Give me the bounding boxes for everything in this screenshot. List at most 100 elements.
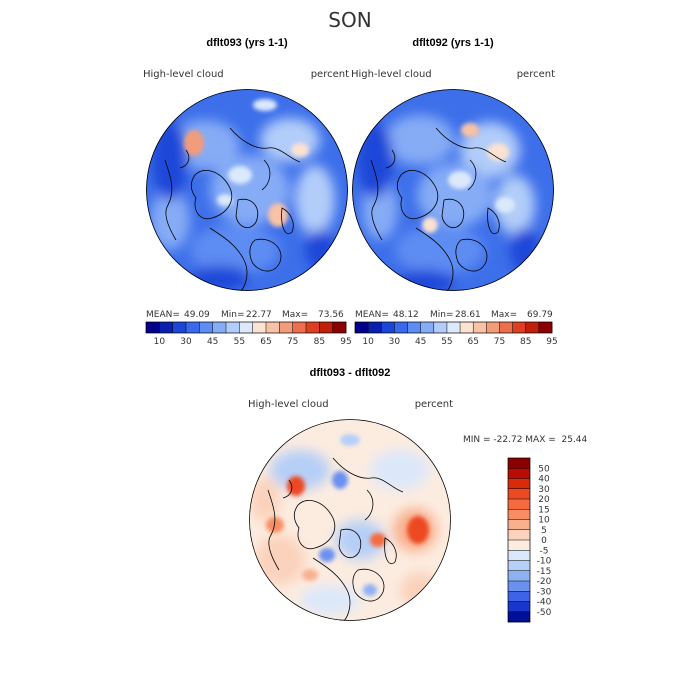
colorbar-swatch bbox=[279, 322, 293, 333]
colorbar-swatch bbox=[394, 322, 408, 333]
panel-1-min-value: 22.77 bbox=[246, 310, 272, 320]
colorbar-swatch bbox=[368, 322, 382, 333]
colorbar-swatch bbox=[508, 560, 530, 572]
colorbar-tick-label: 50 bbox=[538, 464, 550, 474]
panel-1-mean-label: MEAN= bbox=[146, 310, 180, 320]
colorbar-tick-label: 15 bbox=[538, 505, 549, 515]
colorbar-swatch bbox=[420, 322, 435, 333]
panel-1-field-label: High-level cloud bbox=[143, 69, 224, 80]
panel-1-map bbox=[146, 89, 348, 291]
colorbar-tick-label: 45 bbox=[207, 337, 218, 347]
colorbar-tick-label: 5 bbox=[541, 526, 547, 536]
colorbar-swatch bbox=[508, 468, 530, 479]
colorbar-swatch bbox=[508, 458, 530, 469]
panel-2-colorbar: 10 30 45 55 65 75 85 95 bbox=[354, 321, 558, 347]
colorbar-swatch bbox=[473, 322, 487, 333]
colorbar-swatch bbox=[508, 581, 530, 592]
colorbar-swatch bbox=[306, 322, 320, 333]
colorbar-swatch bbox=[508, 529, 530, 541]
colorbar-swatch bbox=[332, 322, 347, 333]
panel-2-mean-label: MEAN= bbox=[355, 310, 389, 320]
panel-2-mean-value: 48.12 bbox=[393, 310, 419, 320]
colorbar-tick-label: -5 bbox=[540, 546, 549, 556]
colorbar-swatch bbox=[486, 322, 500, 333]
colorbar-swatch bbox=[508, 591, 530, 602]
colorbar-swatch bbox=[212, 322, 227, 333]
colorbar-tick-label: -40 bbox=[537, 598, 552, 608]
panel-1-min-label: Min= bbox=[221, 310, 245, 320]
panel-2-field-label: High-level cloud bbox=[351, 69, 432, 80]
colorbar-tick-label: 0 bbox=[541, 536, 547, 546]
panel-1-colorbar: 10 30 45 55 65 75 85 95 bbox=[145, 321, 352, 347]
colorbar-tick-label: 75 bbox=[287, 337, 298, 347]
panel-1-max-value: 73.56 bbox=[318, 310, 344, 320]
figure-title: SON bbox=[328, 8, 371, 32]
colorbar-tick-label: 30 bbox=[180, 337, 192, 347]
colorbar-swatch bbox=[172, 322, 187, 333]
colorbar-swatch bbox=[508, 570, 530, 582]
panel-2-max-label: Max= bbox=[491, 310, 517, 320]
colorbar-swatch bbox=[508, 550, 530, 561]
colorbar-tick-label: 65 bbox=[467, 337, 478, 347]
panel-2: dflt092 (yrs 1-1) High-level cloud perce… bbox=[351, 37, 558, 347]
colorbar-tick-label: 10 bbox=[154, 337, 166, 347]
panel-1: dflt093 (yrs 1-1) High-level cloud perce… bbox=[143, 37, 352, 347]
colorbar-swatch bbox=[199, 322, 213, 333]
colorbar-tick-label: 75 bbox=[494, 337, 505, 347]
colorbar-tick-label: 40 bbox=[538, 475, 550, 485]
panel-3-units: percent bbox=[415, 399, 453, 410]
panel-2-map bbox=[352, 89, 554, 291]
panel-2-min-value: 28.61 bbox=[455, 310, 481, 320]
colorbar-swatch bbox=[508, 488, 530, 500]
panel-1-units: percent bbox=[311, 69, 349, 80]
colorbar-swatch bbox=[186, 322, 200, 333]
colorbar-tick-label: -50 bbox=[537, 608, 552, 618]
colorbar-tick-label: 65 bbox=[260, 337, 271, 347]
panel-3-range-text: MIN = -22.72 MAX = 25.44 bbox=[463, 435, 588, 445]
colorbar-tick-label: 85 bbox=[520, 337, 531, 347]
colorbar-swatch bbox=[252, 322, 267, 333]
colorbar-swatch bbox=[146, 322, 160, 333]
colorbar-swatch bbox=[508, 478, 530, 490]
colorbar-tick-label: -20 bbox=[537, 577, 552, 587]
colorbar-tick-label: -10 bbox=[537, 557, 552, 567]
colorbar-swatch bbox=[508, 611, 530, 623]
colorbar-tick-label: 95 bbox=[546, 337, 557, 347]
colorbar-swatch bbox=[460, 322, 474, 333]
colorbar-tick-label: 20 bbox=[538, 495, 550, 505]
panel-1-title: dflt093 (yrs 1-1) bbox=[206, 37, 288, 49]
colorbar-swatch bbox=[407, 322, 421, 333]
colorbar-swatch bbox=[355, 322, 369, 333]
panel-3: dflt093 - dflt092 High-level cloud perce… bbox=[248, 367, 588, 623]
colorbar-tick-label: 85 bbox=[314, 337, 325, 347]
colorbar-frame bbox=[354, 321, 553, 334]
panel-1-max-label: Max= bbox=[282, 310, 308, 320]
colorbar-swatch bbox=[381, 322, 395, 333]
colorbar-swatch bbox=[508, 509, 530, 520]
panel-3-title: dflt093 - dflt092 bbox=[310, 367, 391, 379]
colorbar-tick-label: 95 bbox=[340, 337, 351, 347]
colorbar-swatch bbox=[508, 519, 530, 531]
colorbar-swatch bbox=[266, 322, 280, 333]
colorbar-swatch bbox=[159, 322, 173, 333]
colorbar-swatch bbox=[433, 322, 448, 333]
colorbar-tick-label: 55 bbox=[234, 337, 245, 347]
colorbar-swatch bbox=[508, 540, 530, 551]
colorbar-swatch bbox=[226, 322, 240, 333]
colorbar-tick-label: 30 bbox=[389, 337, 401, 347]
colorbar-swatch bbox=[538, 322, 553, 333]
colorbar-swatch bbox=[512, 322, 527, 333]
colorbar-swatch bbox=[499, 322, 513, 333]
colorbar-frame bbox=[145, 321, 347, 334]
colorbar-tick-label: 55 bbox=[441, 337, 452, 347]
colorbar-swatch bbox=[292, 322, 307, 333]
panel-3-field-label: High-level cloud bbox=[248, 399, 329, 410]
colorbar-tick-label: 30 bbox=[538, 485, 550, 495]
panel-2-units: percent bbox=[517, 69, 555, 80]
panel-3-map bbox=[249, 419, 451, 621]
colorbar-swatch bbox=[239, 322, 253, 333]
colorbar-swatch bbox=[446, 322, 461, 333]
panel-1-mean-value: 49.09 bbox=[184, 310, 210, 320]
